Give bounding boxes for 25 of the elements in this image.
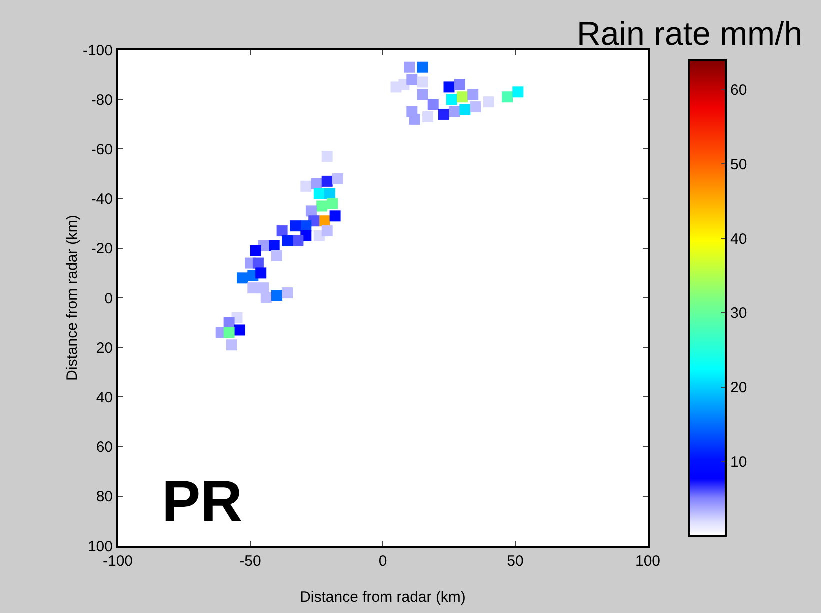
y-tick-label: 60 (96, 439, 113, 456)
color-bar-label: 40 (730, 230, 748, 248)
y-tick-label: -80 (91, 92, 113, 109)
y-tick-label: 100 (88, 538, 113, 556)
color-bar-label: 60 (730, 82, 748, 99)
y-tick-label: 20 (96, 340, 113, 357)
x-tick-label: 100 (635, 553, 661, 570)
y-tick-label: -100 (82, 42, 113, 60)
x-tick-label: 0 (378, 553, 388, 570)
x-tick-label: -50 (240, 553, 262, 570)
y-tick-label: 80 (96, 488, 113, 506)
x-axis-title: Distance from radar (km) (300, 589, 466, 606)
y-tick-label: -20 (91, 240, 113, 258)
annotation: PR (162, 469, 243, 534)
y-tick-label: 0 (104, 290, 113, 308)
color-bar-label: 50 (730, 156, 748, 174)
x-tick-label: 50 (507, 553, 524, 570)
color-bar-label: 10 (730, 454, 748, 471)
color-bar-title: Rain rate mm/h (577, 15, 803, 52)
y-tick-label: -40 (91, 191, 113, 208)
color-bar-label: 20 (730, 380, 748, 396)
y-tick-label: 40 (96, 389, 113, 406)
y-tick-label: -60 (91, 141, 113, 158)
color-bar-label: 30 (730, 305, 748, 322)
y-axis-title: Distance from radar (km) (64, 215, 81, 381)
